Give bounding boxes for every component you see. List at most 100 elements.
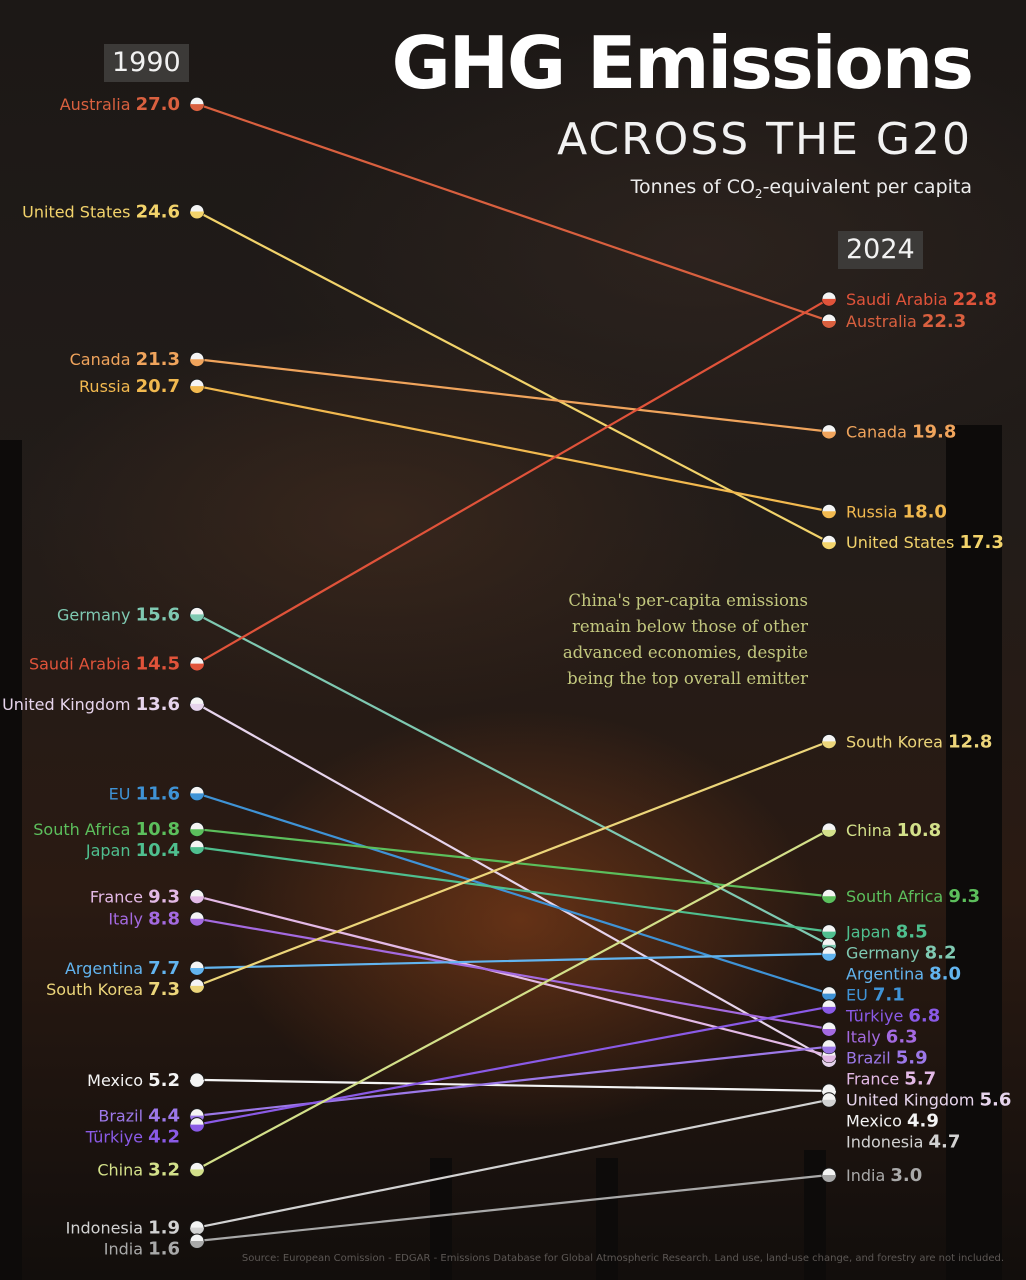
label-2024-argentina: Argentina 8.0 [846, 964, 961, 985]
label-2024-italy: Italy 6.3 [846, 1027, 918, 1048]
label-2024-south-korea: South Korea 12.8 [846, 731, 992, 752]
unit-label-subscript: 2 [754, 186, 763, 201]
value-2024: 19.8 [912, 422, 956, 443]
label-2024-china: China 10.8 [846, 820, 941, 841]
flag-icon-italy-1990 [189, 911, 205, 927]
value-1990: 1.9 [148, 1218, 180, 1239]
flag-icon-united-kingdom-1990 [189, 696, 205, 712]
flag-icon-turkiye-1990 [189, 1117, 205, 1133]
value-2024: 8.2 [925, 943, 957, 964]
flag-icon-australia-1990 [189, 96, 205, 112]
flag-icon-band [822, 931, 836, 939]
country-name: India [846, 1166, 890, 1185]
flag-icon-band [822, 298, 836, 306]
flag-icon-band [822, 1175, 836, 1182]
series-line-india [195, 1173, 831, 1243]
flag-icon-canada-1990 [189, 351, 205, 367]
series-line-germany [195, 613, 831, 947]
value-2024: 8.5 [896, 922, 928, 943]
flag-icon-india-1990 [189, 1233, 205, 1249]
series-line-eu [195, 792, 831, 995]
unit-label-pre: Tonnes of CO [630, 176, 755, 198]
value-1990: 4.4 [148, 1106, 180, 1127]
flag-icon-australia-2024 [821, 313, 837, 329]
flag-icon-band [822, 896, 836, 904]
label-2024-australia: Australia 22.3 [846, 311, 966, 332]
source-note: Source: European Comission - EDGAR - Emi… [241, 1253, 1004, 1264]
country-name: United States [22, 203, 135, 222]
label-2024-brazil: Brazil 5.9 [846, 1048, 928, 1069]
value-1990: 27.0 [136, 94, 180, 115]
country-name: Indonesia [66, 1219, 148, 1238]
country-name: China [846, 821, 897, 840]
country-name: Italy [846, 1028, 886, 1047]
country-name: Canada [846, 423, 912, 442]
country-name: Argentina [65, 959, 148, 978]
value-1990: 1.6 [148, 1239, 180, 1260]
flag-icon-japan-1990 [189, 839, 205, 855]
year-label-2024: 2024 [838, 231, 923, 269]
series-line-russia [195, 384, 831, 513]
flag-icon-united-states-2024 [821, 534, 837, 550]
label-1990-eu: EU 11.6 [109, 783, 180, 804]
country-name: South Africa [846, 887, 948, 906]
label-1990-japan: Japan 10.4 [85, 840, 180, 861]
flag-icon-band [822, 542, 836, 550]
flag-icon-band [190, 896, 204, 904]
flag-icon-band [822, 431, 836, 439]
label-1990-india: India 1.6 [104, 1239, 180, 1260]
value-2024: 6.3 [886, 1027, 918, 1048]
label-2024-south-africa: South Africa 9.3 [846, 886, 980, 907]
value-1990: 7.7 [148, 958, 180, 979]
country-name: Brazil [98, 1107, 148, 1126]
value-2024: 10.8 [897, 820, 941, 841]
label-1990-russia: Russia 20.7 [79, 376, 180, 397]
value-2024: 4.9 [907, 1111, 939, 1132]
flag-icon-band [190, 386, 204, 394]
label-2024-france: France 5.7 [846, 1069, 936, 1090]
flag-icon-turkiye-2024 [821, 999, 837, 1015]
page-subtitle: ACROSS THE G20 [557, 114, 972, 165]
flag-icon-band [822, 829, 836, 837]
country-name: United States [846, 533, 959, 552]
flag-icon-band [822, 320, 836, 328]
flag-icon-band [190, 847, 204, 855]
flag-icon-band [190, 614, 204, 622]
value-1990: 8.8 [148, 909, 180, 930]
series-labels: Australia 27.0 Australia 22.3 United State… [2, 94, 1011, 1259]
value-1990: 9.3 [148, 886, 180, 907]
flag-icon-russia-2024 [821, 503, 837, 519]
country-name: Indonesia [846, 1133, 928, 1152]
series-lines [195, 102, 831, 1243]
series-line-mexico [195, 1078, 831, 1093]
flag-icon-united-states-1990 [189, 204, 205, 220]
flag-icon-band [190, 1169, 204, 1177]
flag-icon-china-1990 [189, 1161, 205, 1177]
unit-label: Tonnes of CO2-equivalent per capita [631, 176, 972, 201]
smokestack-small-2 [596, 1158, 618, 1280]
label-1990-united-states: United States 24.6 [22, 202, 180, 223]
label-2024-india: India 3.0 [846, 1165, 922, 1186]
flag-icon-band [822, 993, 836, 1001]
flag-icon-band [190, 663, 204, 671]
value-2024: 3.0 [890, 1165, 922, 1186]
country-name: South Korea [46, 980, 148, 999]
series-line-france [195, 895, 831, 1057]
country-name: Australia [60, 95, 136, 114]
label-1990-mexico: Mexico 5.2 [87, 1070, 180, 1091]
smokestack-small-1 [430, 1158, 452, 1280]
country-name: Russia [846, 502, 903, 521]
value-1990: 4.2 [148, 1127, 180, 1148]
flag-icon-band [190, 359, 204, 367]
country-name: EU [109, 784, 136, 803]
country-name: Italy [108, 910, 148, 929]
value-2024: 5.6 [980, 1090, 1012, 1111]
country-name: South Africa [33, 820, 135, 839]
flag-icon-mexico-1990 [189, 1072, 205, 1088]
series-line-italy [195, 917, 831, 1031]
flag-icon-band [822, 1099, 836, 1107]
series-line-united-kingdom [195, 702, 831, 1062]
country-name: Saudi Arabia [29, 655, 136, 674]
series-line-china [195, 828, 831, 1171]
flag-icon-band [190, 1227, 204, 1235]
